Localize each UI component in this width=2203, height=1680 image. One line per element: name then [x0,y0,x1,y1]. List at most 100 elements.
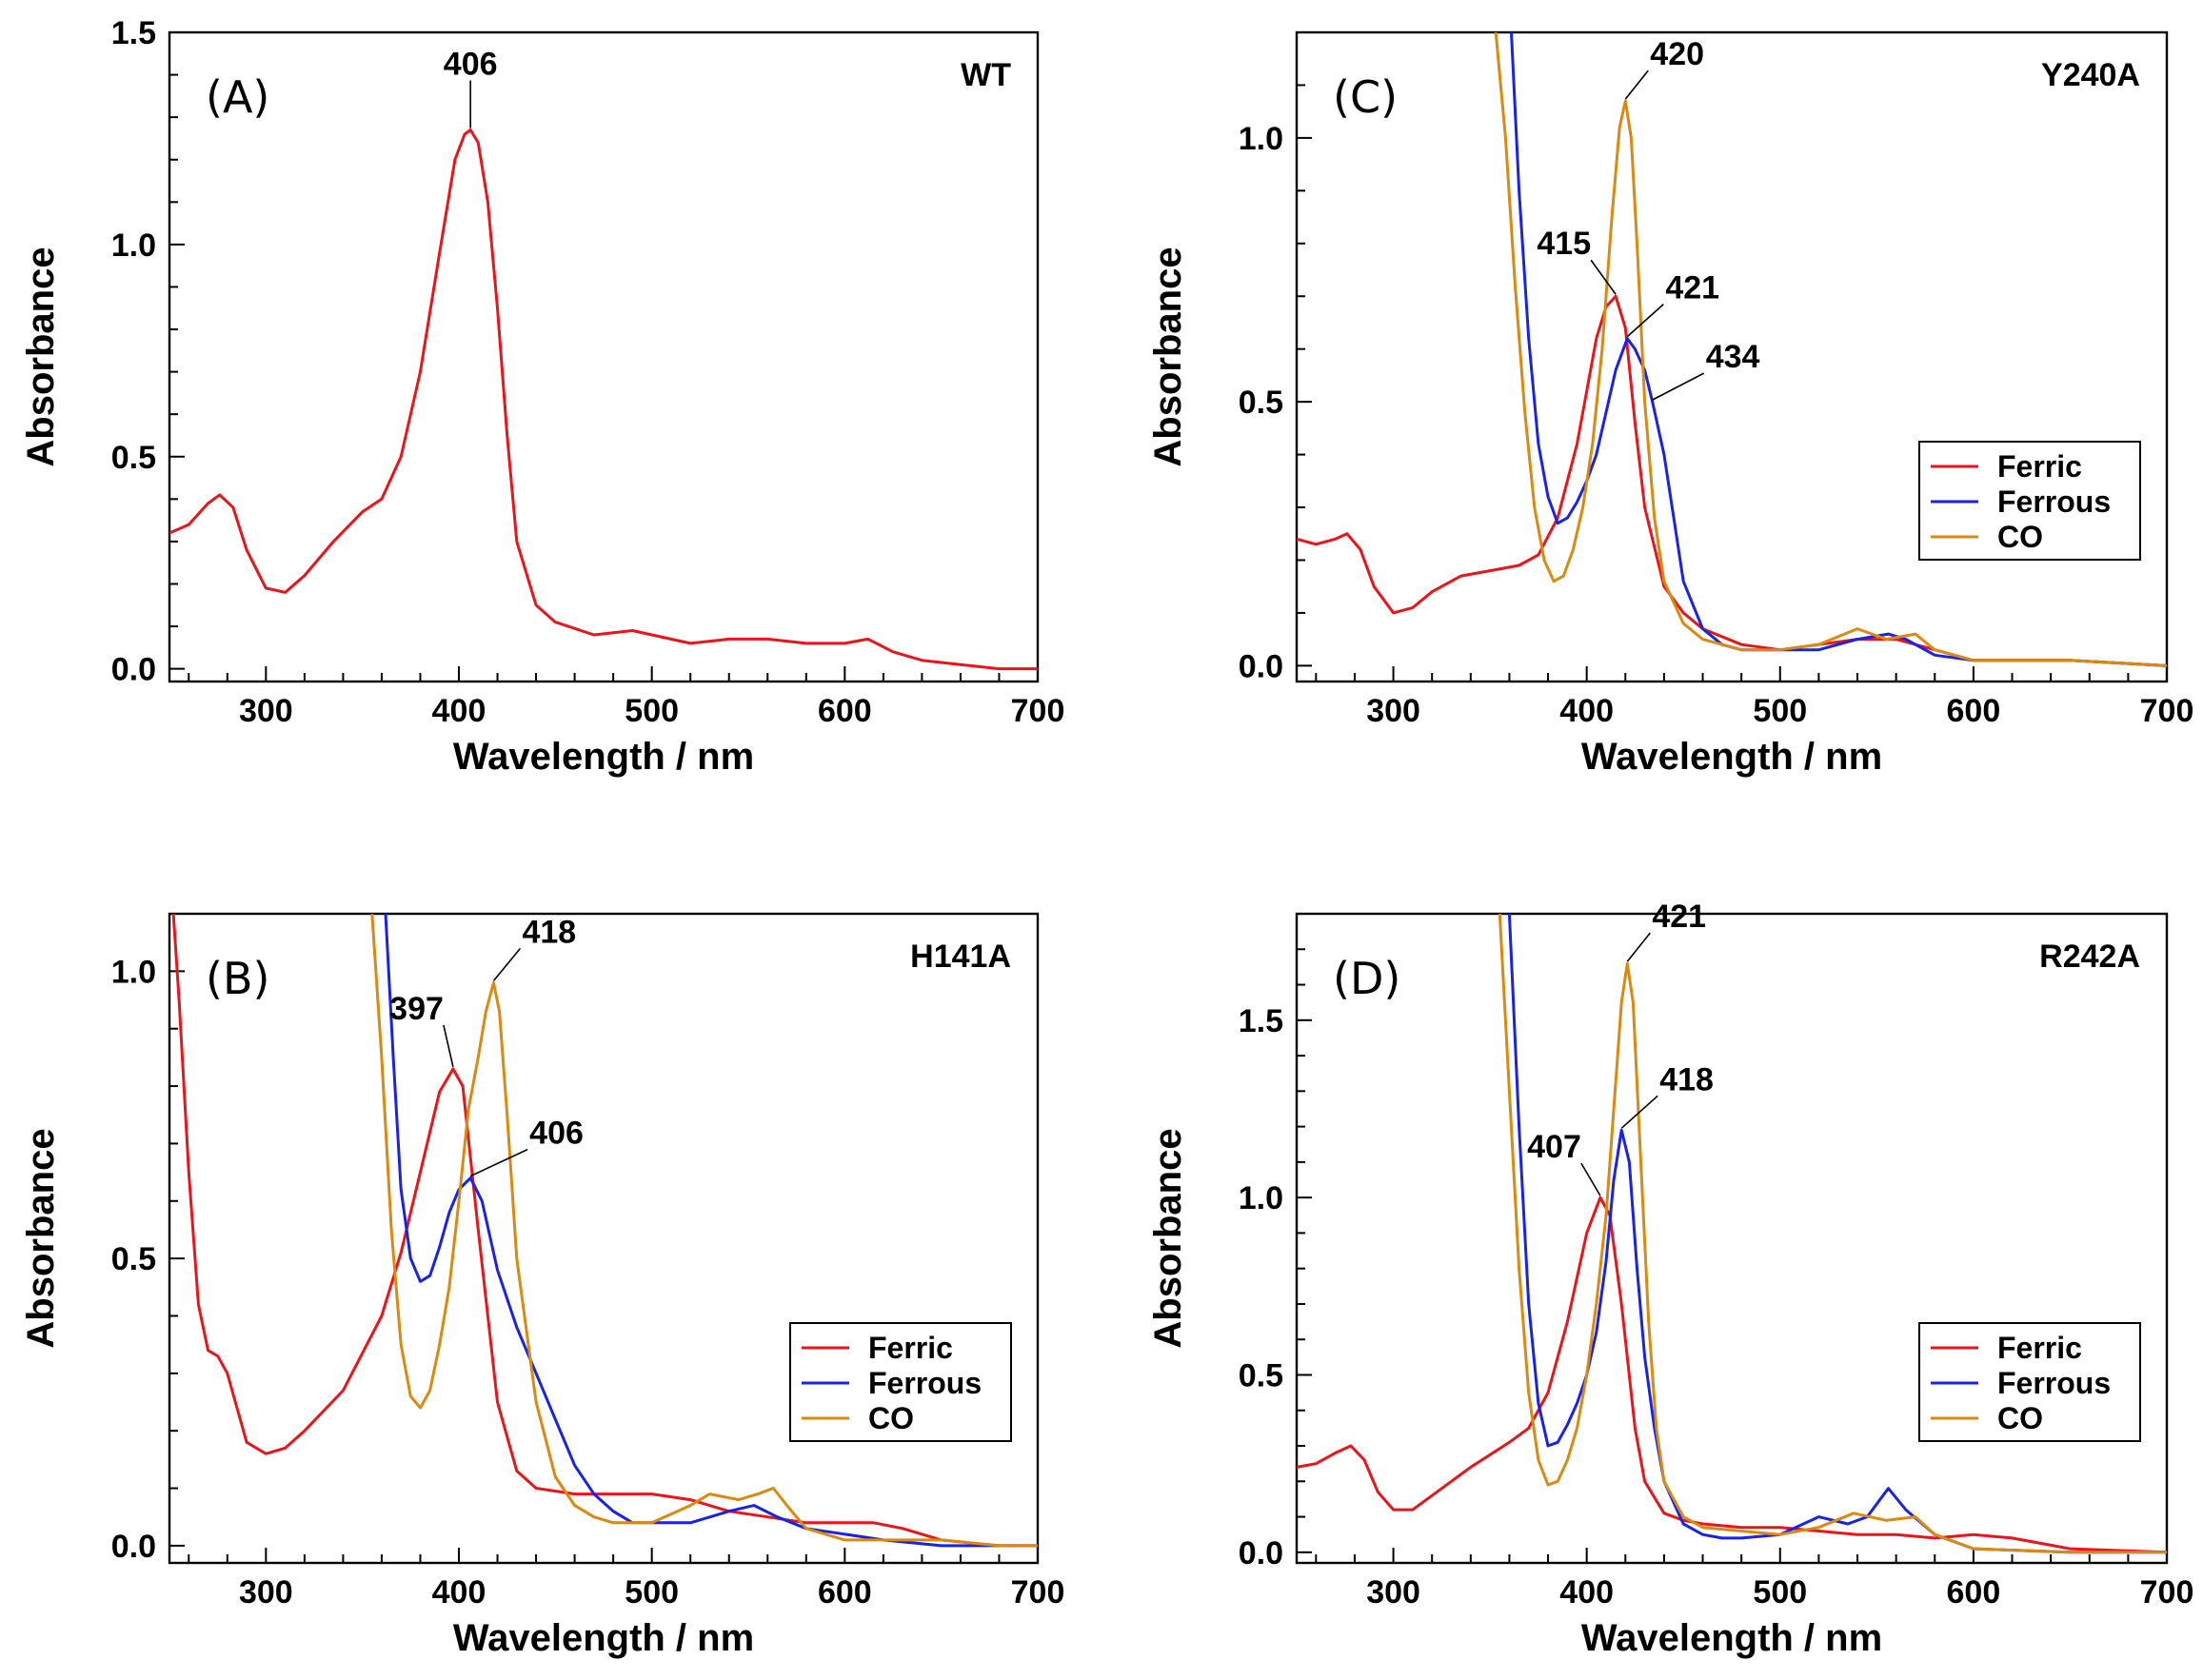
plot-frame [1295,912,2169,1565]
peak-label: 406 [529,1116,584,1152]
x-axis-title: Wavelength / nm [1581,1617,1882,1659]
legend-label-co: CO [868,1401,914,1435]
panel-letter: (D) [1333,953,1400,1004]
x-tick-label: 700 [1011,693,1065,729]
variant-label: R242A [2039,939,2140,975]
peak-leader-line [1580,1162,1601,1196]
y-tick-label: 0.0 [1239,1535,1283,1571]
peak-label: 421 [1665,270,1719,306]
peak-label: 434 [1706,339,1760,375]
legend-label-co: CO [1997,1401,2043,1435]
y-tick-label: 1.0 [111,227,156,264]
peak-label: 397 [389,991,444,1027]
peak-leader-line [1590,259,1617,295]
series-co-line [1498,914,2167,1554]
chart-panel-1: 300 400 500 600 700 0.0 0.5 1.0 1.5 Wavelength / … [20,15,1064,778]
peak-label: 418 [522,914,576,950]
y-axis-title: Absorbance [20,247,62,466]
x-tick-label: 600 [818,693,872,729]
series-ferric-line [169,128,1038,671]
x-tick-label: 700 [2140,693,2194,729]
y-tick-label: 1.0 [1239,121,1283,157]
y-axis-title: Absorbance [1147,247,1189,466]
legend-label-ferrous: Ferrous [868,1366,982,1400]
y-tick-label: 1.0 [111,954,156,990]
x-tick-label: 500 [1753,693,1807,729]
peak-leader-line [492,947,522,981]
y-tick-label: 1.0 [1239,1180,1283,1216]
legend-label-ferric: Ferric [1997,1331,2082,1365]
variant-label: Y240A [2041,57,2140,93]
chart-panel-4: 300 400 500 600 700 0.0 0.5 1.0 1.5 Wavelength / … [1147,899,2193,1659]
series-co-line [370,914,1038,1548]
plot-frame [1295,30,2169,683]
x-tick-label: 300 [1366,693,1420,729]
x-tick-label: 400 [1559,693,1614,729]
y-tick-label: 0.5 [1239,385,1283,421]
peak-leader-line [1626,303,1664,338]
y-tick-label: 0.5 [111,440,156,476]
y-axis-title: Absorbance [20,1128,62,1348]
x-axis-title: Wavelength / nm [453,1617,754,1659]
peak-leader-line [443,1024,454,1068]
y-tick-label: 0.5 [1239,1357,1283,1393]
y-tick-label: 0.0 [111,652,156,688]
y-tick-label: 1.5 [1239,1003,1283,1039]
legend-label-ferrous: Ferrous [1997,1366,2111,1400]
y-tick-label: 1.5 [111,15,156,51]
x-tick-label: 300 [1366,1574,1420,1611]
peak-label: 407 [1527,1129,1581,1165]
x-axis-title: Wavelength / nm [453,736,754,778]
x-tick-label: 500 [1753,1574,1807,1611]
legend-label-ferrous: Ferrous [1997,484,2111,519]
series-ferrous-line [1510,32,2167,667]
peak-leader-line [1620,1095,1658,1129]
x-tick-label: 700 [1011,1574,1065,1611]
plot-frame [168,912,1040,1565]
peak-label: 420 [1650,36,1704,72]
y-tick-label: 0.5 [111,1241,156,1277]
peak-leader-line [469,1148,528,1177]
chart-panel-2: 300 400 500 600 700 0.0 0.5 1.0 Wavelength / nm A… [20,912,1065,1659]
y-tick-label: 0.0 [1239,648,1283,684]
x-tick-label: 700 [2140,1574,2194,1611]
variant-label: H141A [910,939,1011,975]
peak-leader-line [1624,69,1649,100]
peak-leader-line [1652,372,1705,401]
peak-label: 406 [444,47,498,83]
panel-letter: (C) [1333,71,1398,123]
x-tick-label: 400 [432,693,486,729]
x-tick-label: 300 [239,1574,293,1611]
x-tick-label: 500 [625,693,679,729]
legend-label-ferric: Ferric [1997,449,2082,484]
x-axis-title: Wavelength / nm [1581,736,1882,778]
legend-label-co: CO [1997,520,2043,554]
legend-label-ferric: Ferric [868,1331,953,1365]
variant-label: WT [961,57,1011,93]
series-ferrous-line [384,914,1038,1548]
series-co-line [1494,32,2167,667]
x-tick-label: 400 [1559,1574,1614,1611]
peak-label: 418 [1659,1061,1714,1097]
x-tick-label: 400 [432,1574,486,1611]
peak-label: 415 [1537,226,1591,262]
plot-frame [168,30,1040,683]
panel-letter: (A) [206,71,269,123]
x-tick-label: 600 [1947,1574,2001,1611]
peak-label: 421 [1652,899,1706,935]
series-ferric-line [171,914,1038,1548]
x-tick-label: 300 [239,693,293,729]
peak-leader-line [1626,932,1651,962]
chart-panel-3: 300 400 500 600 700 0.0 0.5 1.0 Wavelength / nm A… [1147,30,2194,778]
x-tick-label: 600 [1947,693,2001,729]
x-tick-label: 600 [818,1574,872,1611]
x-tick-label: 500 [625,1574,679,1611]
y-axis-title: Absorbance [1147,1128,1189,1348]
series-ferrous-line [1507,914,2167,1554]
y-tick-label: 0.0 [111,1529,156,1565]
panel-letter: (B) [206,953,269,1004]
